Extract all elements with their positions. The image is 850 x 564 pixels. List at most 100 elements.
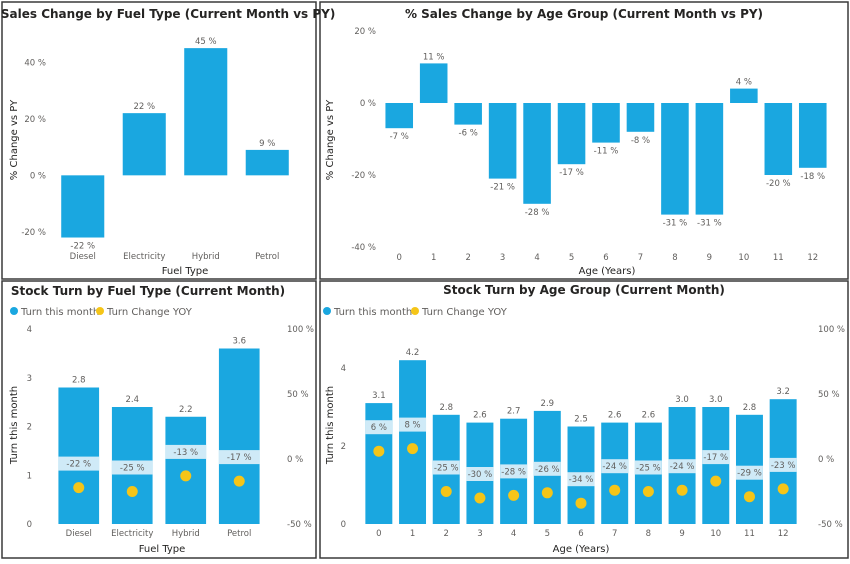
- data-label: 11 %: [423, 52, 445, 62]
- x-tick-label: 8: [672, 253, 677, 263]
- bar: [419, 63, 448, 103]
- panel-frame-fuel-sales: [1, 1, 317, 280]
- legend-label-yoy: Turn Change YOY: [106, 307, 193, 318]
- bar-value-label: 3.6: [232, 337, 246, 347]
- yoy-dot: [609, 484, 621, 496]
- bar-value-label: 4.2: [406, 348, 420, 358]
- chart-title-fuel-sales: % Sales Change by Fuel Type (Current Mon…: [0, 7, 335, 21]
- x-tick-label: 11: [744, 529, 755, 539]
- yoy-label-box: [466, 467, 494, 481]
- y-axis-title-age-turn: Turn this month: [325, 386, 336, 465]
- bar-value-label: 2.8: [439, 403, 453, 413]
- yoy-dot: [575, 497, 587, 509]
- bar-value-label: 3.1: [372, 391, 386, 401]
- bar: [61, 175, 105, 238]
- yoy-dot: [233, 475, 245, 487]
- yoy-value-label: -28 %: [501, 467, 526, 477]
- yoy-dot: [474, 492, 486, 504]
- yoy-dot: [777, 483, 789, 495]
- yoy-dot: [743, 491, 755, 503]
- legend-label-turn: Turn this month: [20, 307, 99, 318]
- x-axis-title-age-turn: Age (Years): [553, 544, 610, 555]
- chart-fuel-turn: 0 1 2 3 4 -50 % 0 % 50 % 100 % 2.8 -22 % Diesel 2.4 -…: [27, 325, 314, 539]
- yoy-label-box: [567, 472, 595, 487]
- x-tick-label: Electricity: [111, 529, 153, 539]
- x-tick-label: 0: [397, 253, 402, 263]
- yoy-label-box: [111, 460, 153, 475]
- x-tick-label: 4: [511, 529, 516, 539]
- yoy-value-label: 6 %: [371, 423, 387, 433]
- y-tick-label-left: 4: [341, 364, 346, 374]
- y-tick-label: -40 %: [351, 243, 376, 253]
- yoy-value-label: -25 %: [636, 464, 661, 474]
- y-tick-label: -20 %: [21, 228, 46, 238]
- yoy-dot: [508, 489, 520, 501]
- y-tick-label-right: -50 %: [818, 520, 843, 530]
- x-tick-label: 10: [738, 253, 749, 263]
- legend-label-yoy: Turn Change YOY: [421, 307, 508, 318]
- bar: [399, 360, 427, 524]
- bar: [601, 422, 629, 524]
- bar: [165, 416, 207, 524]
- bar: [58, 387, 100, 524]
- data-label: -20 %: [766, 179, 791, 189]
- yoy-dot: [373, 445, 385, 457]
- data-label: 9 %: [259, 139, 275, 149]
- y-tick-label: 20 %: [354, 27, 376, 37]
- yoy-dot: [676, 484, 688, 496]
- y-tick-label-right: 100 %: [818, 325, 845, 335]
- x-tick-label: 11: [773, 253, 784, 263]
- yoy-value-label: -17 %: [703, 453, 728, 463]
- x-tick-label: 7: [612, 529, 617, 539]
- x-tick-label: 2: [444, 529, 449, 539]
- x-tick-label: 2: [465, 253, 470, 263]
- yoy-value-label: -25 %: [434, 464, 459, 474]
- y-tick-label-left: 2: [341, 442, 346, 452]
- y-tick-label-right: 0 %: [287, 455, 303, 465]
- yoy-value-label: -24 %: [670, 462, 695, 472]
- x-tick-label: 12: [807, 253, 818, 263]
- yoy-label-box: [58, 456, 100, 471]
- yoy-value-label: -23 %: [771, 461, 796, 471]
- yoy-label-box: [769, 457, 797, 472]
- yoy-label-box: [634, 460, 662, 475]
- y-tick-label-left: 0: [27, 520, 32, 530]
- y-tick-label-right: 50 %: [287, 390, 309, 400]
- yoy-label-box: [601, 459, 629, 474]
- y-tick-label-left: 2: [27, 423, 32, 433]
- bar-value-label: 2.6: [608, 411, 622, 421]
- panel-frame-age-sales: [319, 1, 849, 280]
- x-axis-title-fuel-turn: Fuel Type: [139, 544, 186, 555]
- data-label: -18 %: [800, 172, 825, 182]
- yoy-value-label: 8 %: [404, 421, 420, 431]
- legend-fuel-turn: Turn this month Turn Change YOY: [10, 307, 193, 318]
- data-label: -17 %: [559, 168, 584, 178]
- bar-value-label: 3.2: [776, 387, 790, 397]
- bar: [661, 103, 689, 215]
- yoy-dot: [180, 470, 192, 482]
- yoy-label-box: [500, 464, 528, 479]
- x-tick-label: 4: [534, 253, 539, 263]
- yoy-dot: [440, 486, 452, 497]
- bar-value-label: 2.2: [179, 405, 193, 415]
- bar: [557, 103, 586, 165]
- data-label: -11 %: [594, 147, 619, 157]
- yoy-value-label: -24 %: [602, 462, 627, 472]
- x-tick-label: 9: [679, 529, 684, 539]
- x-tick-label: 9: [707, 253, 712, 263]
- yoy-value-label: -30 %: [468, 470, 493, 480]
- y-tick-label: 0 %: [360, 99, 376, 109]
- bar-value-label: 2.9: [541, 399, 555, 409]
- bar: [798, 103, 827, 168]
- yoy-label-box: [218, 450, 260, 465]
- bar: [122, 113, 166, 176]
- x-tick-label: Petrol: [255, 252, 279, 262]
- x-tick-label: 8: [646, 529, 651, 539]
- data-label: 45 %: [195, 37, 217, 47]
- x-tick-label: 12: [778, 529, 789, 539]
- yoy-value-label: -29 %: [737, 469, 762, 479]
- y-tick-label: -20 %: [351, 171, 376, 181]
- legend-swatch-turn: [323, 307, 331, 315]
- x-axis-title-fuel-sales: Fuel Type: [162, 266, 209, 277]
- x-tick-label: Diesel: [70, 252, 96, 262]
